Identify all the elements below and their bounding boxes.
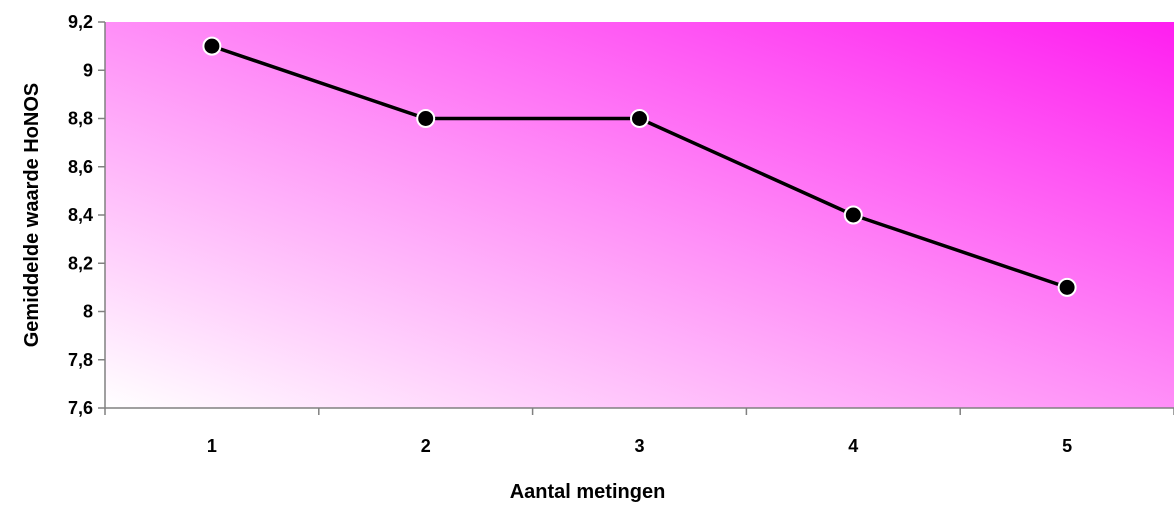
x-tick-label: 2 [421, 436, 431, 456]
x-tick-label: 3 [634, 436, 644, 456]
y-tick-label: 8,8 [68, 109, 93, 129]
x-tick-label: 1 [207, 436, 217, 456]
y-tick-label: 8 [83, 302, 93, 322]
series-group [202, 36, 1077, 297]
data-point [843, 205, 863, 225]
plot-area [105, 22, 1174, 408]
x-axis-ticks: 1 2 3 4 5 [104, 408, 1174, 456]
x-axis-title: Aantal metingen [510, 481, 666, 503]
data-point [202, 36, 222, 56]
data-point [630, 109, 649, 128]
y-tick-label: 9,2 [68, 12, 93, 32]
data-point [1057, 277, 1077, 297]
x-tick-label: 5 [1062, 436, 1072, 456]
data-point [416, 109, 436, 128]
y-tick-label: 8,6 [68, 157, 93, 177]
y-axis-ticks: 7,6 7,8 8 8,2 8,4 8,6 8,8 9 9,2 [68, 12, 105, 418]
y-axis-title: Gemiddelde waarde HoNOS [21, 83, 43, 348]
x-tick-label: 4 [848, 436, 858, 456]
y-tick-label: 7,6 [68, 398, 93, 418]
y-tick-label: 9 [83, 60, 93, 80]
y-tick-label: 8,4 [68, 205, 93, 225]
y-tick-label: 8,2 [68, 253, 93, 273]
y-tick-label: 7,8 [68, 350, 93, 370]
